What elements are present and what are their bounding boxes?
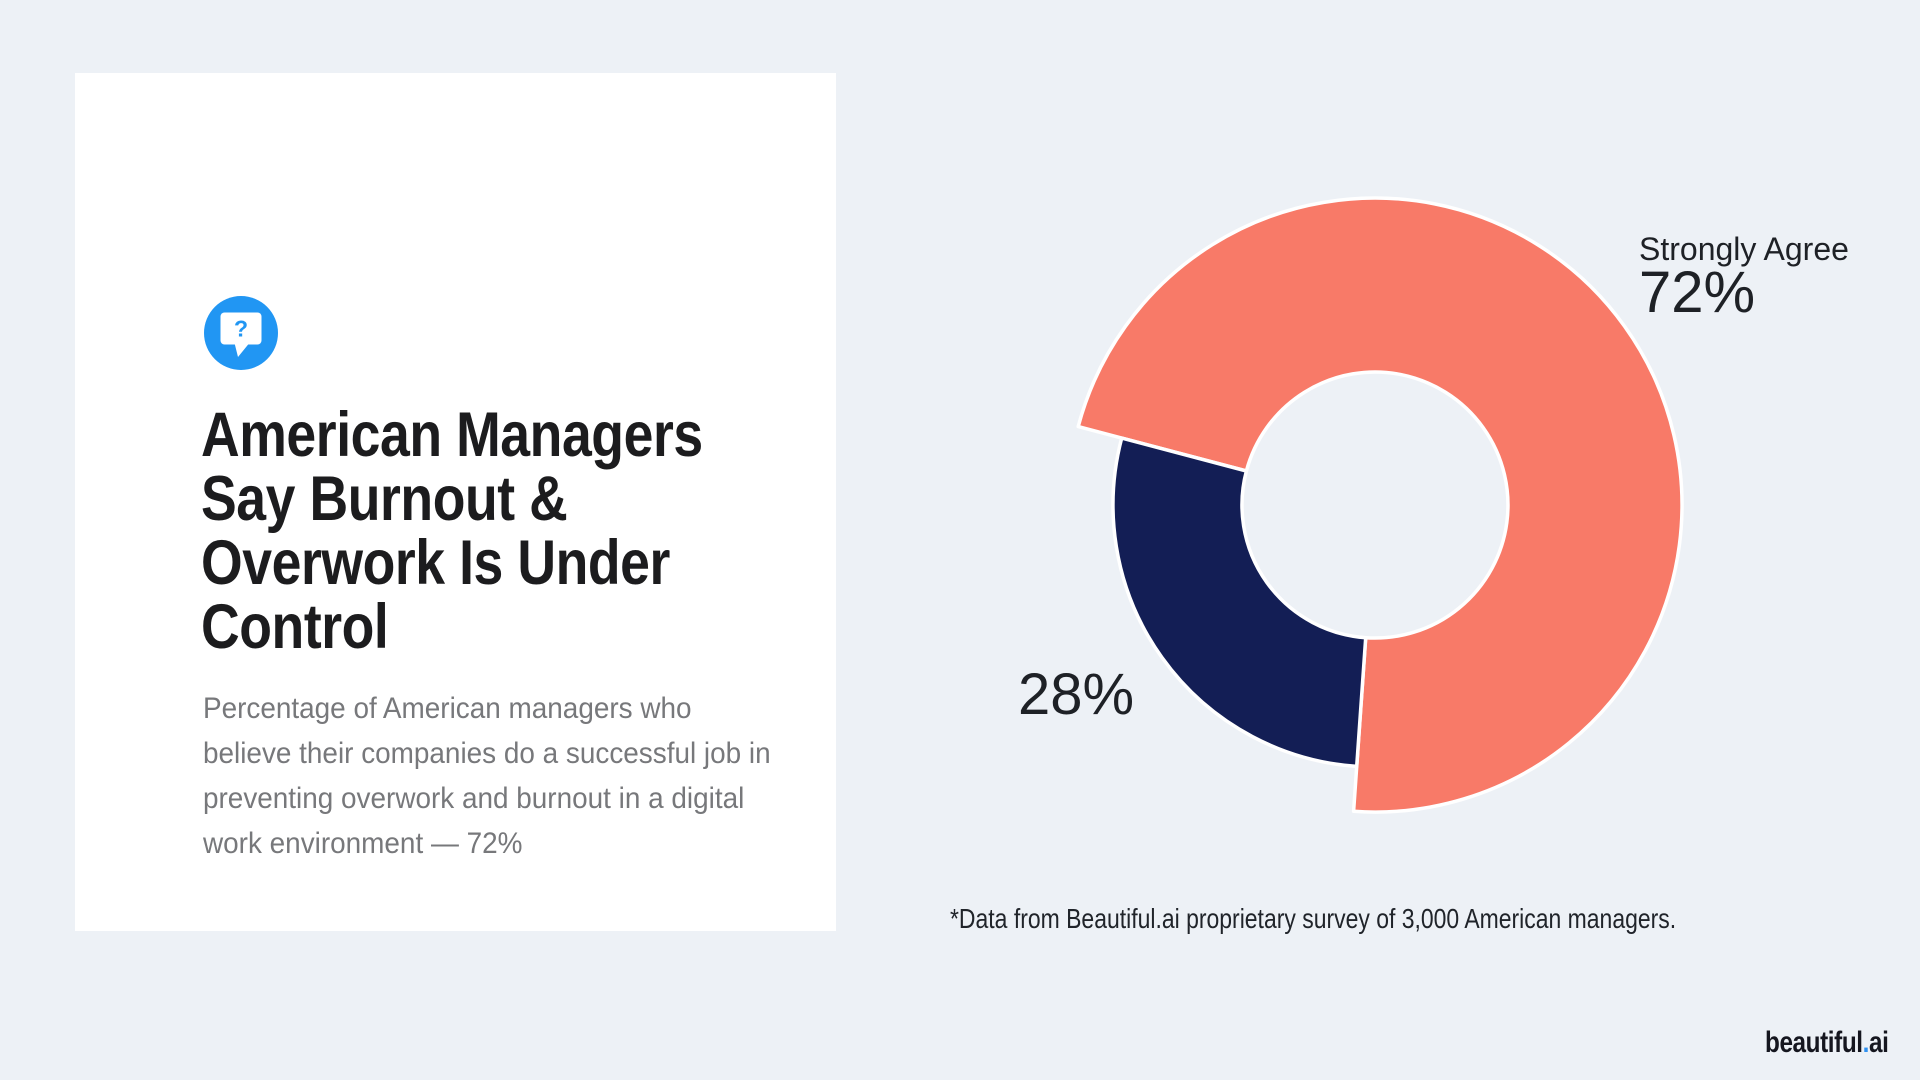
speech-bubble-shape — [220, 312, 262, 345]
logo-suffix: ai — [1868, 1026, 1889, 1059]
logo-prefix: beautiful — [1765, 1026, 1863, 1059]
logo-dot: . — [1862, 1026, 1870, 1059]
content-card: ? American Managers Say Burnout & Overwo… — [75, 73, 836, 931]
donut-chart — [1076, 196, 1684, 814]
beautiful-ai-logo: beautiful.ai — [1765, 1026, 1889, 1059]
speech-bubble-tail — [234, 341, 251, 357]
donut-slice-28 — [1111, 436, 1368, 769]
slice-value-72: 72% — [1639, 260, 1756, 325]
question-mark-glyph: ? — [234, 316, 248, 342]
data-source-footnote: *Data from Beautiful.ai proprietary surv… — [950, 903, 1677, 934]
slice-value-28: 28% — [1018, 662, 1135, 727]
slide-title: American Managers Say Burnout & Overwork… — [201, 400, 703, 662]
slice-label-strongly-agree: Strongly Agree — [1639, 231, 1849, 267]
question-bubble-icon: ? — [204, 296, 278, 370]
donut-slice-strongly-agree — [1076, 196, 1684, 814]
slide-description: Percentage of American managers who beli… — [203, 692, 771, 860]
